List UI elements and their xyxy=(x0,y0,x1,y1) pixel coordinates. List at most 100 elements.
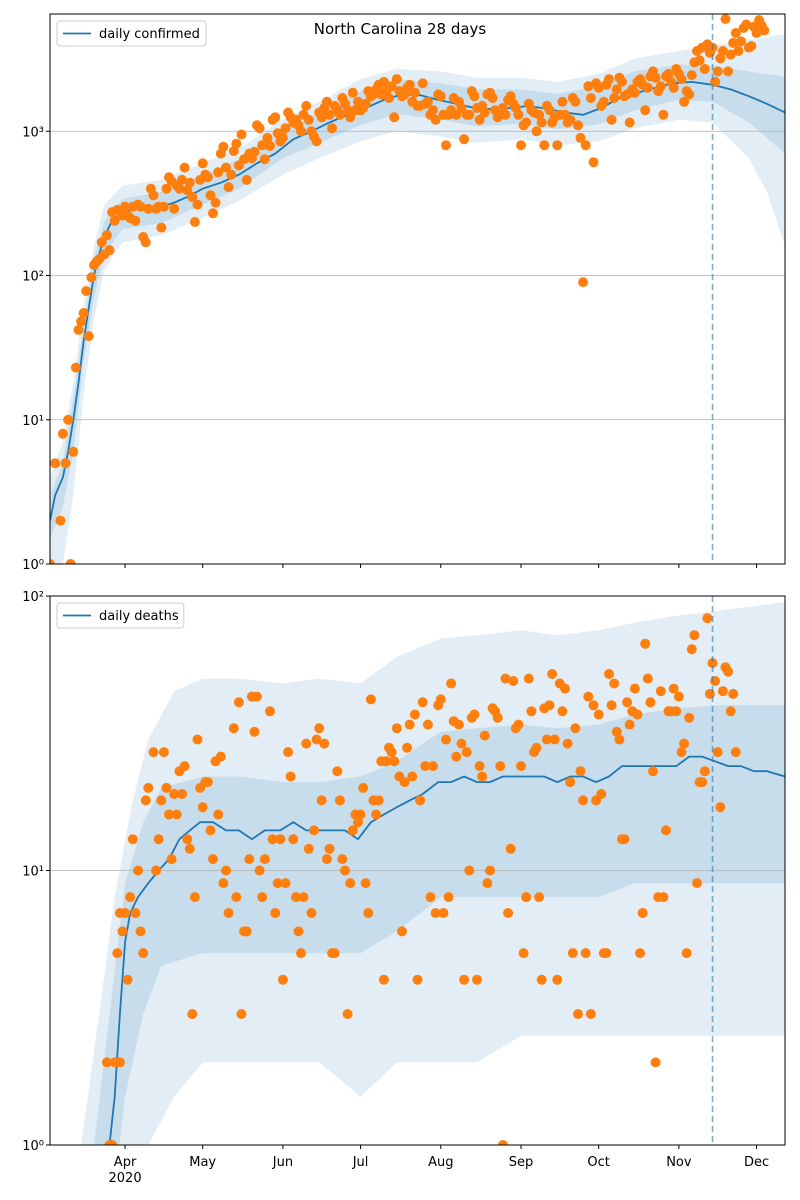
data-point xyxy=(495,761,506,772)
data-point xyxy=(544,105,555,116)
data-point xyxy=(547,669,558,679)
data-point xyxy=(233,697,244,708)
data-point xyxy=(673,691,684,702)
data-point xyxy=(143,782,154,793)
data-point xyxy=(477,771,488,782)
data-point xyxy=(730,747,741,758)
data-point xyxy=(578,795,589,806)
data-point xyxy=(187,192,198,202)
data-point xyxy=(50,458,61,469)
data-point xyxy=(441,140,451,151)
data-point xyxy=(441,734,451,745)
data-point xyxy=(562,738,573,749)
data-point xyxy=(125,892,136,903)
data-point xyxy=(270,908,281,918)
data-point xyxy=(156,222,167,233)
data-point xyxy=(728,688,739,699)
y-tick-label: 10¹ xyxy=(22,865,44,880)
data-point xyxy=(717,46,728,56)
data-point xyxy=(70,362,81,373)
x-tick-label: Nov xyxy=(666,1155,692,1170)
data-point xyxy=(270,112,281,123)
data-point xyxy=(101,1057,112,1068)
data-point xyxy=(645,697,656,708)
data-point xyxy=(428,761,438,772)
data-point xyxy=(60,458,71,469)
data-point xyxy=(650,1057,661,1068)
data-point xyxy=(306,908,317,918)
data-point xyxy=(412,974,423,985)
data-point xyxy=(598,96,609,107)
data-point xyxy=(397,926,407,937)
data-point xyxy=(485,865,495,876)
data-point xyxy=(438,908,449,918)
data-point xyxy=(324,109,335,120)
data-point xyxy=(311,136,322,147)
data-point xyxy=(720,14,731,24)
data-point xyxy=(140,237,151,248)
data-point xyxy=(585,93,596,103)
data-point xyxy=(215,751,226,762)
data-point xyxy=(265,141,275,151)
data-point xyxy=(464,109,475,120)
data-point xyxy=(57,428,68,439)
data-point xyxy=(655,81,666,92)
data-point xyxy=(360,878,371,889)
data-point xyxy=(169,203,180,214)
data-point xyxy=(151,865,162,876)
data-point xyxy=(104,245,115,256)
data-point xyxy=(342,1009,353,1019)
data-point xyxy=(676,74,687,85)
data-point xyxy=(298,892,309,903)
data-point xyxy=(593,82,604,93)
panel-1: 10⁰ 10¹ 10² 10³ daily confirmed xyxy=(22,13,786,573)
data-point xyxy=(296,126,306,137)
data-point xyxy=(223,908,234,918)
data-point xyxy=(391,74,402,85)
data-point xyxy=(179,162,190,173)
data-point xyxy=(130,908,141,918)
data-point xyxy=(254,865,265,876)
data-point xyxy=(244,854,255,865)
data-point xyxy=(601,948,612,959)
data-point xyxy=(78,308,89,318)
data-point xyxy=(469,709,480,720)
data-point xyxy=(184,843,195,854)
data-point xyxy=(422,719,433,730)
data-point xyxy=(544,700,555,711)
data-point xyxy=(213,167,224,178)
data-point xyxy=(148,190,159,201)
data-point xyxy=(327,123,338,134)
data-point xyxy=(241,174,252,185)
data-point xyxy=(358,782,369,793)
data-point xyxy=(710,76,721,87)
data-point xyxy=(296,948,306,959)
data-point xyxy=(534,892,545,903)
data-point xyxy=(583,691,594,702)
data-point xyxy=(596,789,607,799)
legend: daily deaths xyxy=(56,602,185,629)
data-point xyxy=(345,112,356,123)
data-point xyxy=(580,140,591,151)
data-point xyxy=(303,843,314,854)
data-point xyxy=(536,974,547,985)
y-tick-label: 10¹ xyxy=(22,414,44,429)
data-point xyxy=(746,41,757,51)
data-point xyxy=(570,96,581,107)
data-point xyxy=(570,723,581,734)
data-point xyxy=(728,37,739,48)
data-point xyxy=(114,1057,125,1068)
data-point xyxy=(179,761,190,772)
data-point xyxy=(560,683,570,694)
data-point xyxy=(415,795,426,806)
data-point xyxy=(353,817,363,828)
data-point xyxy=(76,316,87,327)
data-point xyxy=(624,719,635,730)
data-point xyxy=(479,730,490,741)
data-point xyxy=(321,96,332,107)
data-point xyxy=(456,738,467,749)
data-point xyxy=(249,146,260,157)
data-point xyxy=(428,105,438,116)
data-point xyxy=(135,926,146,937)
data-point xyxy=(684,89,695,100)
